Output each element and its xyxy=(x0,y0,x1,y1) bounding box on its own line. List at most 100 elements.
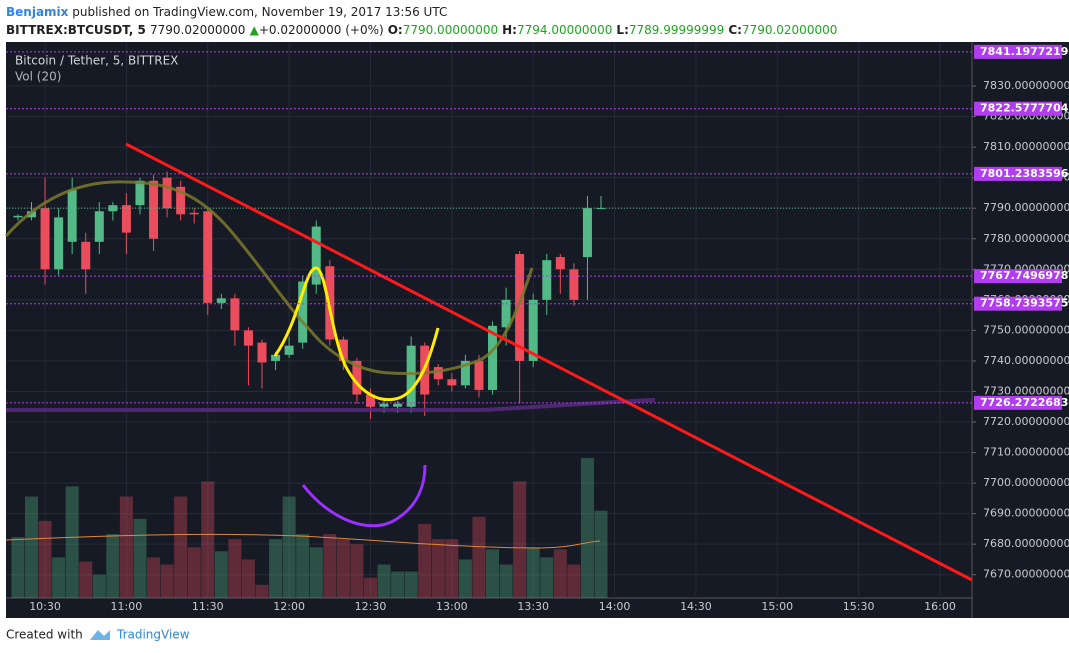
volume-bar xyxy=(255,584,269,598)
brand[interactable]: TradingView xyxy=(116,628,190,642)
volume-bar xyxy=(147,557,161,598)
level-tag xyxy=(974,101,1062,116)
volume-bar xyxy=(241,559,255,598)
volume-bar xyxy=(133,518,147,598)
volume-bar xyxy=(580,458,594,598)
candle-body xyxy=(26,211,36,218)
volume-bar xyxy=(38,520,52,598)
created-with: Created with xyxy=(6,628,83,642)
level-tag xyxy=(974,166,1062,181)
x-tick-label: 10:30 xyxy=(29,600,61,613)
x-tick-label: 14:00 xyxy=(599,600,631,613)
candle-body xyxy=(257,342,267,363)
level-label: 7841.19772190 xyxy=(980,45,1069,58)
volume-average xyxy=(5,533,601,549)
volume-bar xyxy=(404,571,418,598)
volume-bar xyxy=(486,549,500,598)
symbol: BITTREX:BTCUSDT, 5 xyxy=(6,23,146,37)
level-tag xyxy=(974,44,1062,59)
candle-body xyxy=(13,215,23,218)
candle-body xyxy=(216,298,226,303)
volume-bar xyxy=(391,571,405,598)
volume-bar xyxy=(513,481,527,598)
x-tick-label: 13:00 xyxy=(436,600,468,613)
up-arrow: ▲ xyxy=(250,23,260,37)
chart-title: Bitcoin / Tether, 5, BITTREX xyxy=(15,54,178,68)
published: published on TradingView.com, November 1… xyxy=(72,5,447,19)
volume-bar xyxy=(65,486,79,598)
y-tick-label: 7790.00000000 xyxy=(983,201,1069,214)
level-label: 7801.23835962 xyxy=(980,167,1069,180)
ohlc-label: O: xyxy=(388,23,403,37)
candle-body xyxy=(365,394,375,407)
volume-bar xyxy=(92,574,106,598)
candle-body xyxy=(582,208,592,258)
candle-body xyxy=(298,281,308,343)
volume-bar xyxy=(11,537,25,598)
x-tick-label: 15:00 xyxy=(761,600,793,613)
y-tick-label: 7810.00000000 xyxy=(983,140,1069,153)
last-price: 7790.02000000 xyxy=(150,23,245,37)
candle-body xyxy=(189,212,199,215)
candle-body xyxy=(406,345,416,407)
volume-bar xyxy=(363,577,377,598)
volume-bar xyxy=(296,534,310,598)
candle-body xyxy=(230,298,240,331)
volume-bar xyxy=(79,561,93,598)
x-tick-label: 12:00 xyxy=(273,600,305,613)
candle-body xyxy=(515,254,525,361)
y-tick-label: 7710.00000000 xyxy=(983,446,1069,459)
candle-body xyxy=(54,217,64,270)
candle-body xyxy=(284,345,294,355)
price-axis xyxy=(972,42,1069,618)
candle-body xyxy=(433,367,443,380)
volume-bar xyxy=(282,496,296,598)
symbol-line: BITTREX:BTCUSDT, 5 7790.02000000 ▲+0.020… xyxy=(6,23,837,37)
author[interactable]: Benjamix xyxy=(6,5,69,19)
y-tick-label: 7680.00000000 xyxy=(983,537,1069,550)
volume-bar xyxy=(540,557,554,598)
volume-bar xyxy=(201,481,215,598)
candle-body xyxy=(488,325,498,390)
moving-average xyxy=(4,180,534,376)
candle-body xyxy=(393,403,403,407)
level-label: 7726.27226830 xyxy=(980,396,1069,409)
level-tag xyxy=(974,395,1062,410)
ohlc-value: 7790.00000000 xyxy=(403,23,498,37)
candle-body xyxy=(311,226,321,285)
candle-body xyxy=(501,299,511,328)
volume-bar xyxy=(377,564,391,598)
candle-body xyxy=(121,205,131,233)
candle-body xyxy=(447,379,457,386)
volume-bar xyxy=(214,551,228,598)
y-tick-label: 7690.00000000 xyxy=(983,507,1069,520)
x-tick-label: 14:30 xyxy=(680,600,712,613)
y-tick-label: 7670.00000000 xyxy=(983,568,1069,581)
volume-bar xyxy=(567,564,581,598)
volume-bar xyxy=(160,564,174,598)
y-tick-label: 7720.00000000 xyxy=(983,415,1069,428)
change: +0.02000000 (+0%) xyxy=(259,23,384,37)
ohlc-label: C: xyxy=(728,23,742,37)
y-tick-label: 7780.00000000 xyxy=(983,232,1069,245)
plot-area xyxy=(6,42,972,598)
level-tag xyxy=(974,269,1062,284)
x-tick-label: 11:00 xyxy=(111,600,143,613)
ohlc-value: 7794.00000000 xyxy=(517,23,612,37)
volume-bar xyxy=(228,539,242,598)
candle-body xyxy=(555,257,565,270)
volume-bar xyxy=(553,549,567,598)
volume-bar xyxy=(174,496,188,598)
volume-bar xyxy=(350,544,364,598)
volume-bar xyxy=(431,539,445,598)
volume-bar xyxy=(119,496,133,598)
volume-bar xyxy=(499,564,513,598)
level-label: 7767.74969785 xyxy=(980,269,1069,282)
volume-bar xyxy=(323,534,337,598)
candle-body xyxy=(352,360,362,395)
candle-body xyxy=(379,403,389,407)
volume-bar xyxy=(458,559,472,598)
candle-body xyxy=(67,189,77,242)
header-line: Benjamix published on TradingView.com, N… xyxy=(6,5,447,19)
